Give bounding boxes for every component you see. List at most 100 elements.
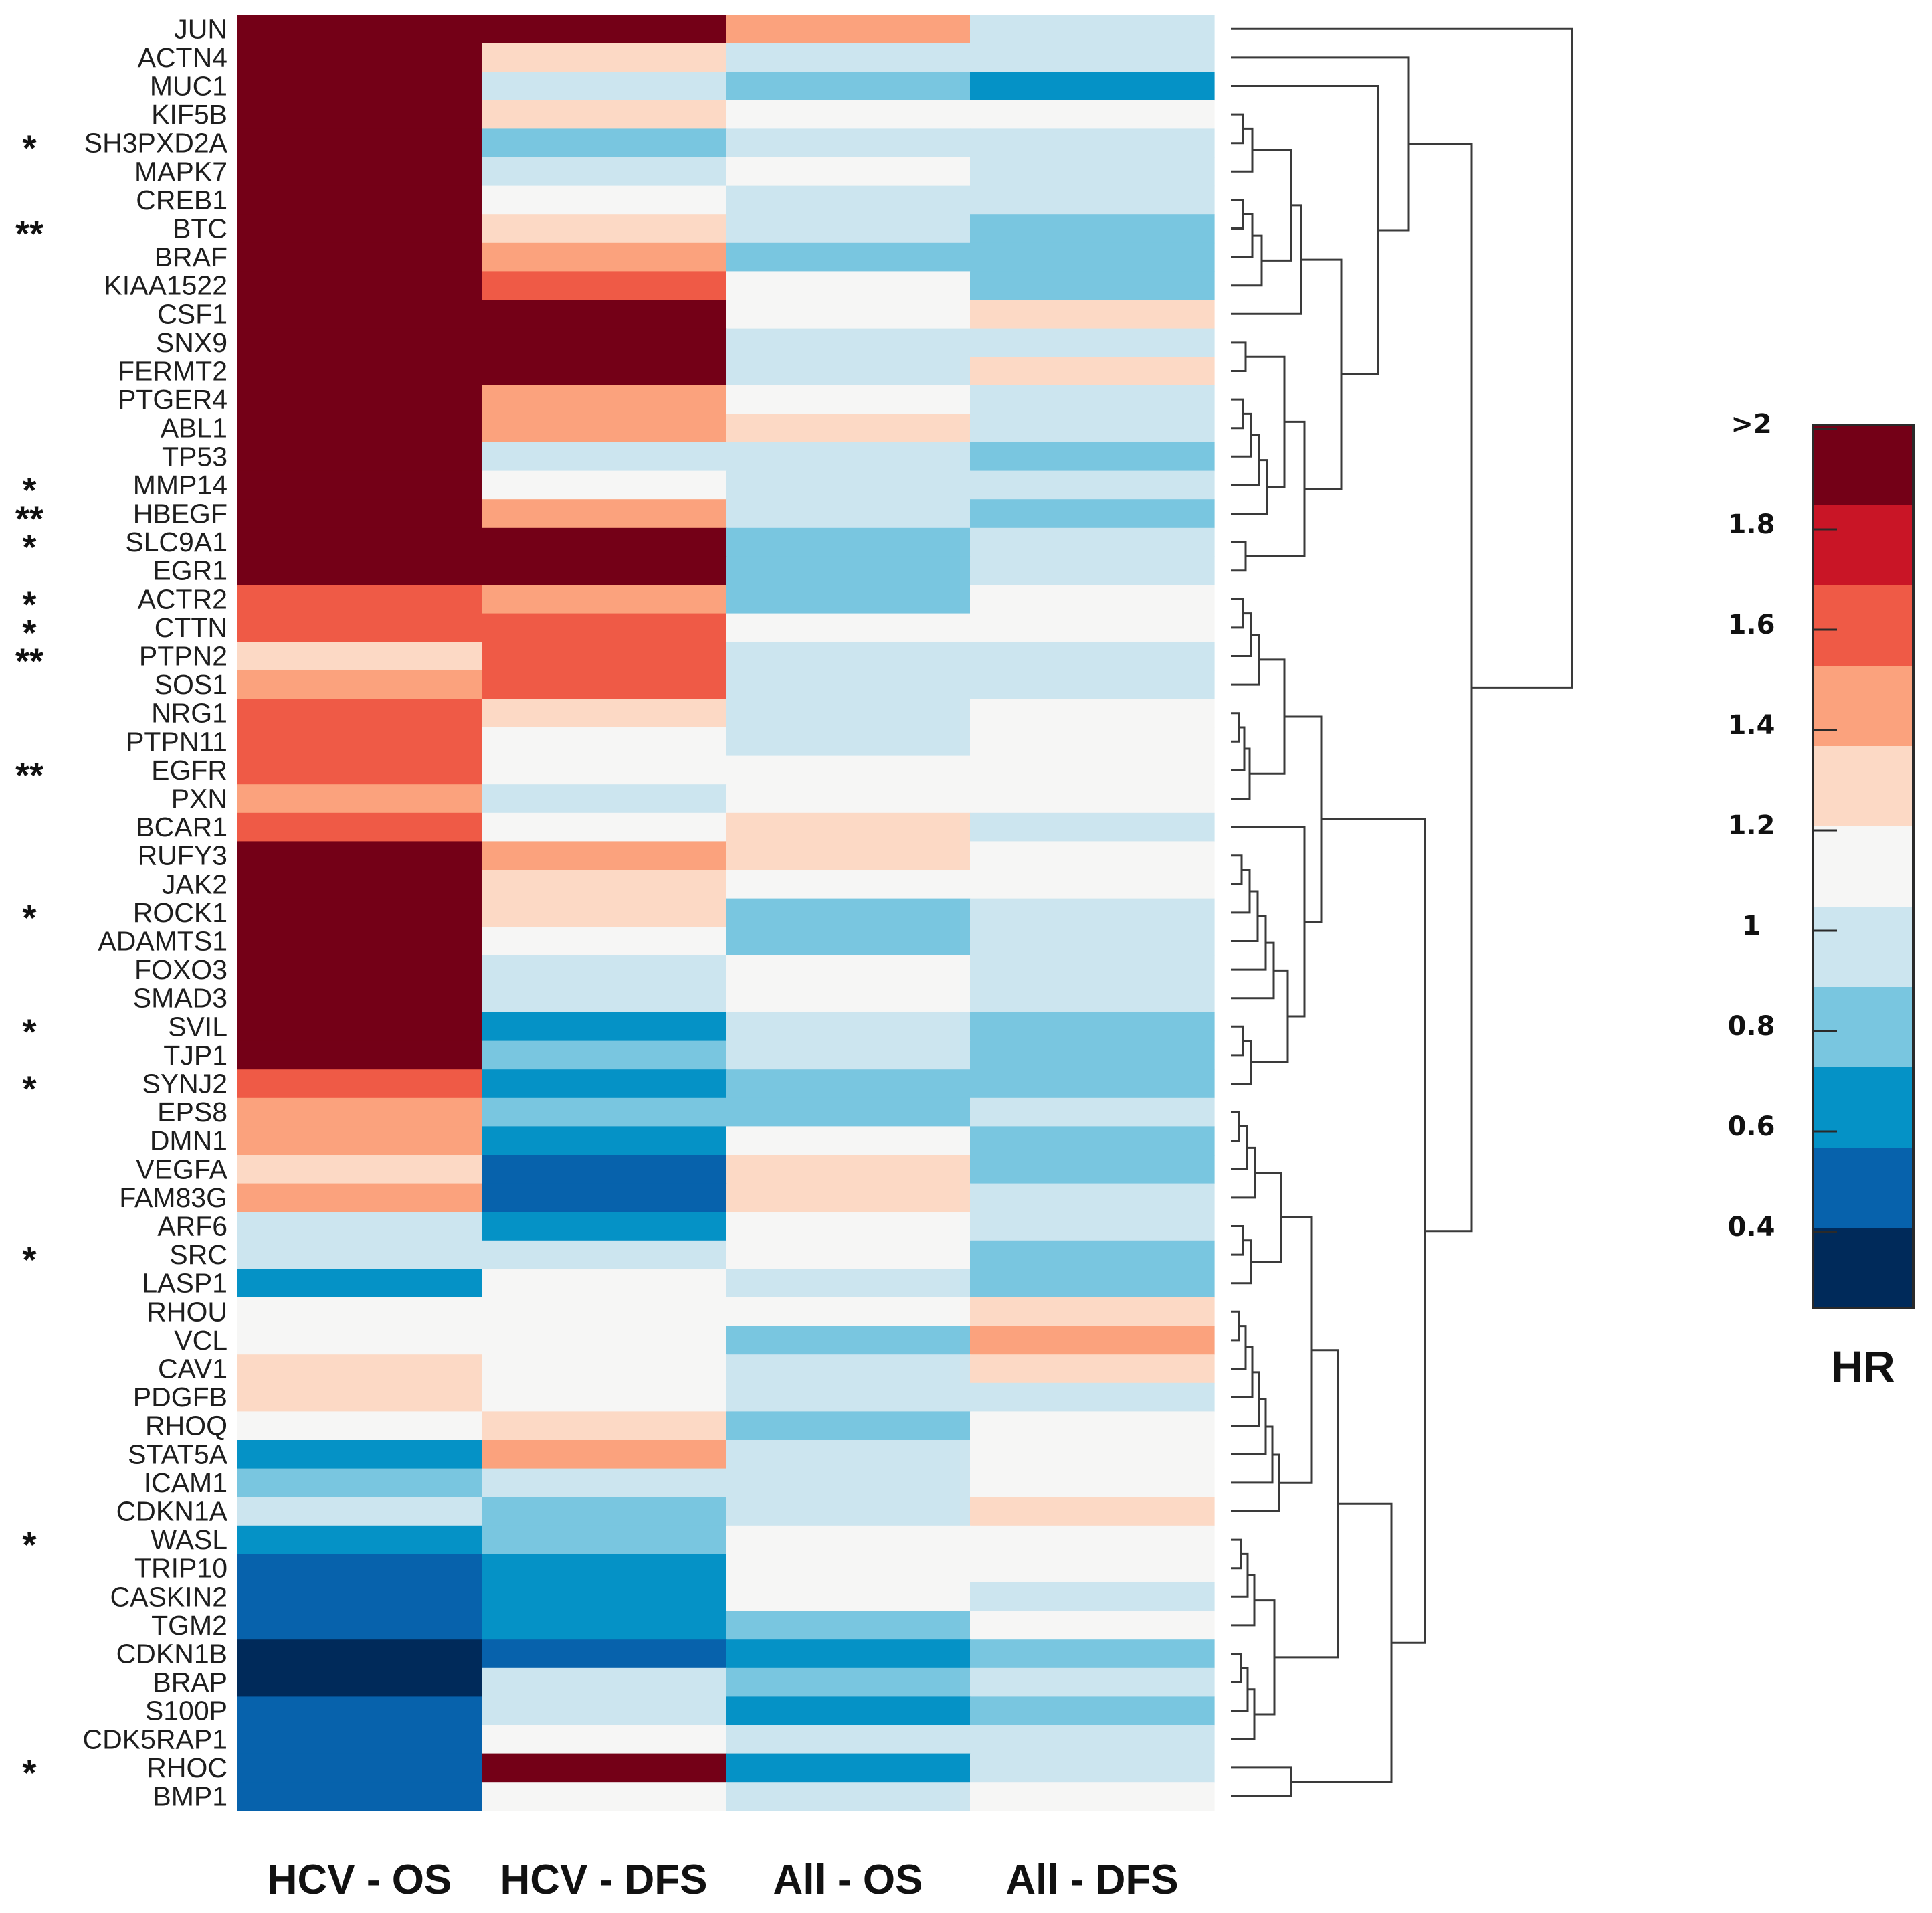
heatmap-cell [726,1411,971,1441]
gene-label: CDKN1A [116,1496,228,1527]
heatmap-cell [726,1212,971,1241]
heatmap-cell [726,1240,971,1269]
heatmap-cell [726,898,971,927]
heatmap-cell [237,1183,482,1212]
significance-marker: * [22,898,36,938]
colorbar-tick-label: 0.6 [1728,1111,1775,1142]
heatmap-cell [237,870,482,899]
gene-label: PDGFB [133,1382,227,1413]
dendrogram-branch [1231,890,1259,942]
significance-marker: * [22,1753,36,1793]
gene-label: RHOC [147,1752,227,1783]
dendrogram-branch [1231,1574,1256,1627]
gene-label: NRG1 [151,698,227,729]
heatmap-cell [970,357,1215,386]
heatmap-cell [482,1497,727,1526]
heatmap-cell [726,1582,971,1612]
significance-markers: ******************* [15,128,43,1793]
significance-marker: ** [15,642,43,682]
heatmap-cell [726,1525,971,1554]
colorbar-tick-label: 1.8 [1728,509,1775,540]
gene-label: ICAM1 [144,1467,227,1498]
dendrogram-branch [1254,1599,1276,1716]
heatmap-cell [726,442,971,472]
gene-label: BTC [173,213,227,244]
gene-label: EGR1 [153,555,227,586]
heatmap-cell [237,699,482,728]
heatmap-cell [970,1183,1215,1212]
heatmap-cell [482,300,727,329]
heatmap-cell [482,470,727,500]
dendrogram-branch [1231,398,1244,430]
gene-label: EPS8 [157,1097,227,1127]
heatmap-cell [482,1753,727,1783]
heatmap-cell [726,1326,971,1355]
colorbar-swatch [1813,907,1913,988]
dendrogram-branch [1231,612,1252,657]
heatmap-cell [970,1040,1215,1070]
heatmap-cell [726,1382,971,1412]
gene-label: CSF1 [157,298,227,329]
dendrogram-branch [1231,1667,1249,1712]
gene-label: TRIP10 [134,1553,227,1584]
heatmap-cell [237,898,482,927]
gene-label: RHOQ [145,1410,227,1441]
heatmap-cell [237,585,482,614]
gene-label: LASP1 [142,1268,227,1299]
gene-label: KIAA1522 [104,270,227,301]
gene-label: CDKN1B [116,1639,227,1669]
gene-label: BRAF [155,242,227,272]
column-label: All - OS [773,1857,923,1903]
heatmap-cell [482,15,727,44]
gene-label: SYNJ2 [142,1069,227,1099]
colorbar-swatch [1813,826,1913,907]
heatmap-cell [482,1240,727,1269]
dendrogram-branch [1231,1653,1242,1683]
heatmap-cell [726,585,971,614]
colorbar-tick-label: 0.4 [1728,1212,1775,1243]
dendrogram-branch [1231,1040,1252,1085]
heatmap-cell [970,984,1215,1013]
heatmap-cell [726,927,971,956]
colorbar-swatch [1813,505,1913,586]
heatmap-cell [970,1468,1215,1497]
heatmap-cell [970,470,1215,500]
heatmap-cell [970,613,1215,642]
heatmap-cell [726,1183,971,1212]
significance-marker: * [22,128,36,169]
heatmap-cell [237,642,482,671]
heatmap-cell [482,527,727,557]
gene-label: ARF6 [157,1211,227,1242]
heatmap-cell [726,157,971,187]
gene-label: FERMT2 [118,356,227,387]
gene-label: PXN [171,784,227,814]
heatmap-cells [237,15,1215,1811]
heatmap-cell [726,300,971,329]
dendrogram-branch [1252,149,1292,262]
heatmap-cell [482,670,727,699]
heatmap-cell [482,699,727,728]
gene-label: FOXO3 [134,954,227,985]
heatmap-cell [726,1440,971,1469]
heatmap-cell [482,784,727,814]
heatmap-cell [970,727,1215,757]
heatmap-cell [482,1411,727,1441]
heatmap-cell [237,470,482,500]
gene-label: CAV1 [158,1354,227,1384]
dendrogram-branch [1231,747,1251,800]
dendrogram-branch [1251,969,1289,1064]
dendrogram-branch [1279,1216,1313,1484]
heatmap-cell [237,812,482,842]
heatmap-cell [726,670,971,699]
heatmap-cell [482,1554,727,1583]
heatmap-cell [237,442,482,472]
heatmap-cell [726,556,971,585]
heatmap-cell [482,271,727,300]
heatmap-cell [482,1012,727,1042]
gene-label: WASL [151,1524,227,1555]
dendrogram-branch [1231,234,1263,287]
heatmap-cell [726,242,971,272]
heatmap-cell [970,1497,1215,1526]
gene-label: S100P [145,1696,227,1726]
heatmap-cell [970,100,1215,129]
